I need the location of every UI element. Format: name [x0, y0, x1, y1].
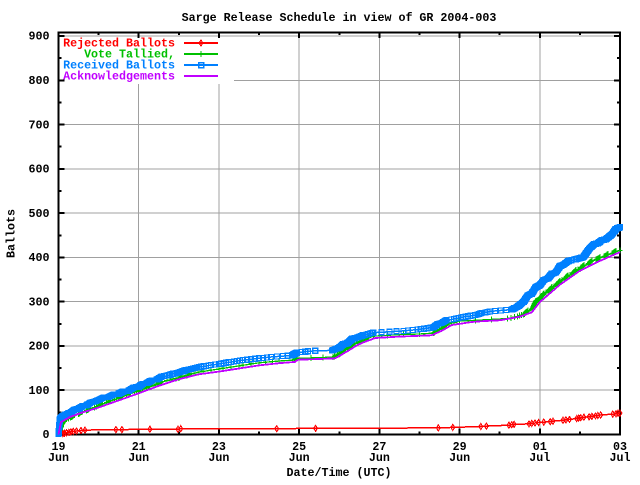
svg-text:21: 21: [132, 440, 146, 454]
svg-text:Jun: Jun: [449, 451, 470, 465]
svg-text:Rejected Ballots: Rejected Ballots: [63, 37, 175, 51]
svg-text:23: 23: [212, 440, 226, 454]
svg-text:100: 100: [29, 384, 50, 398]
svg-text:Ballots: Ballots: [5, 209, 19, 258]
svg-text:Jul: Jul: [610, 451, 631, 465]
svg-text:0: 0: [43, 428, 50, 442]
svg-text:Received Ballots: Received Ballots: [63, 59, 175, 73]
svg-text:700: 700: [29, 118, 50, 132]
svg-text:01: 01: [533, 440, 547, 454]
svg-text:300: 300: [29, 295, 50, 309]
svg-text:27: 27: [372, 440, 386, 454]
svg-text:Jun: Jun: [128, 451, 149, 465]
svg-text:19: 19: [52, 440, 66, 454]
svg-text:600: 600: [29, 163, 50, 177]
svg-text:Jun: Jun: [289, 451, 310, 465]
svg-text:Vote Tallied,: Vote Tallied,: [84, 48, 175, 62]
svg-text:900: 900: [29, 30, 50, 44]
svg-text:Jun: Jun: [369, 451, 390, 465]
svg-text:Date/Time (UTC): Date/Time (UTC): [287, 466, 392, 480]
svg-text:Sarge Release Schedule in view: Sarge Release Schedule in view of GR 200…: [182, 11, 497, 25]
svg-text:200: 200: [29, 340, 50, 354]
svg-text:03: 03: [613, 440, 627, 454]
svg-text:800: 800: [29, 74, 50, 88]
svg-text:25: 25: [292, 440, 306, 454]
svg-text:500: 500: [29, 207, 50, 221]
svg-text:Jul: Jul: [529, 451, 550, 465]
svg-text:Jun: Jun: [208, 451, 229, 465]
svg-text:Jun: Jun: [48, 451, 69, 465]
svg-text:Acknowledgements: Acknowledgements: [63, 70, 175, 84]
svg-text:29: 29: [453, 440, 467, 454]
svg-text:400: 400: [29, 251, 50, 265]
